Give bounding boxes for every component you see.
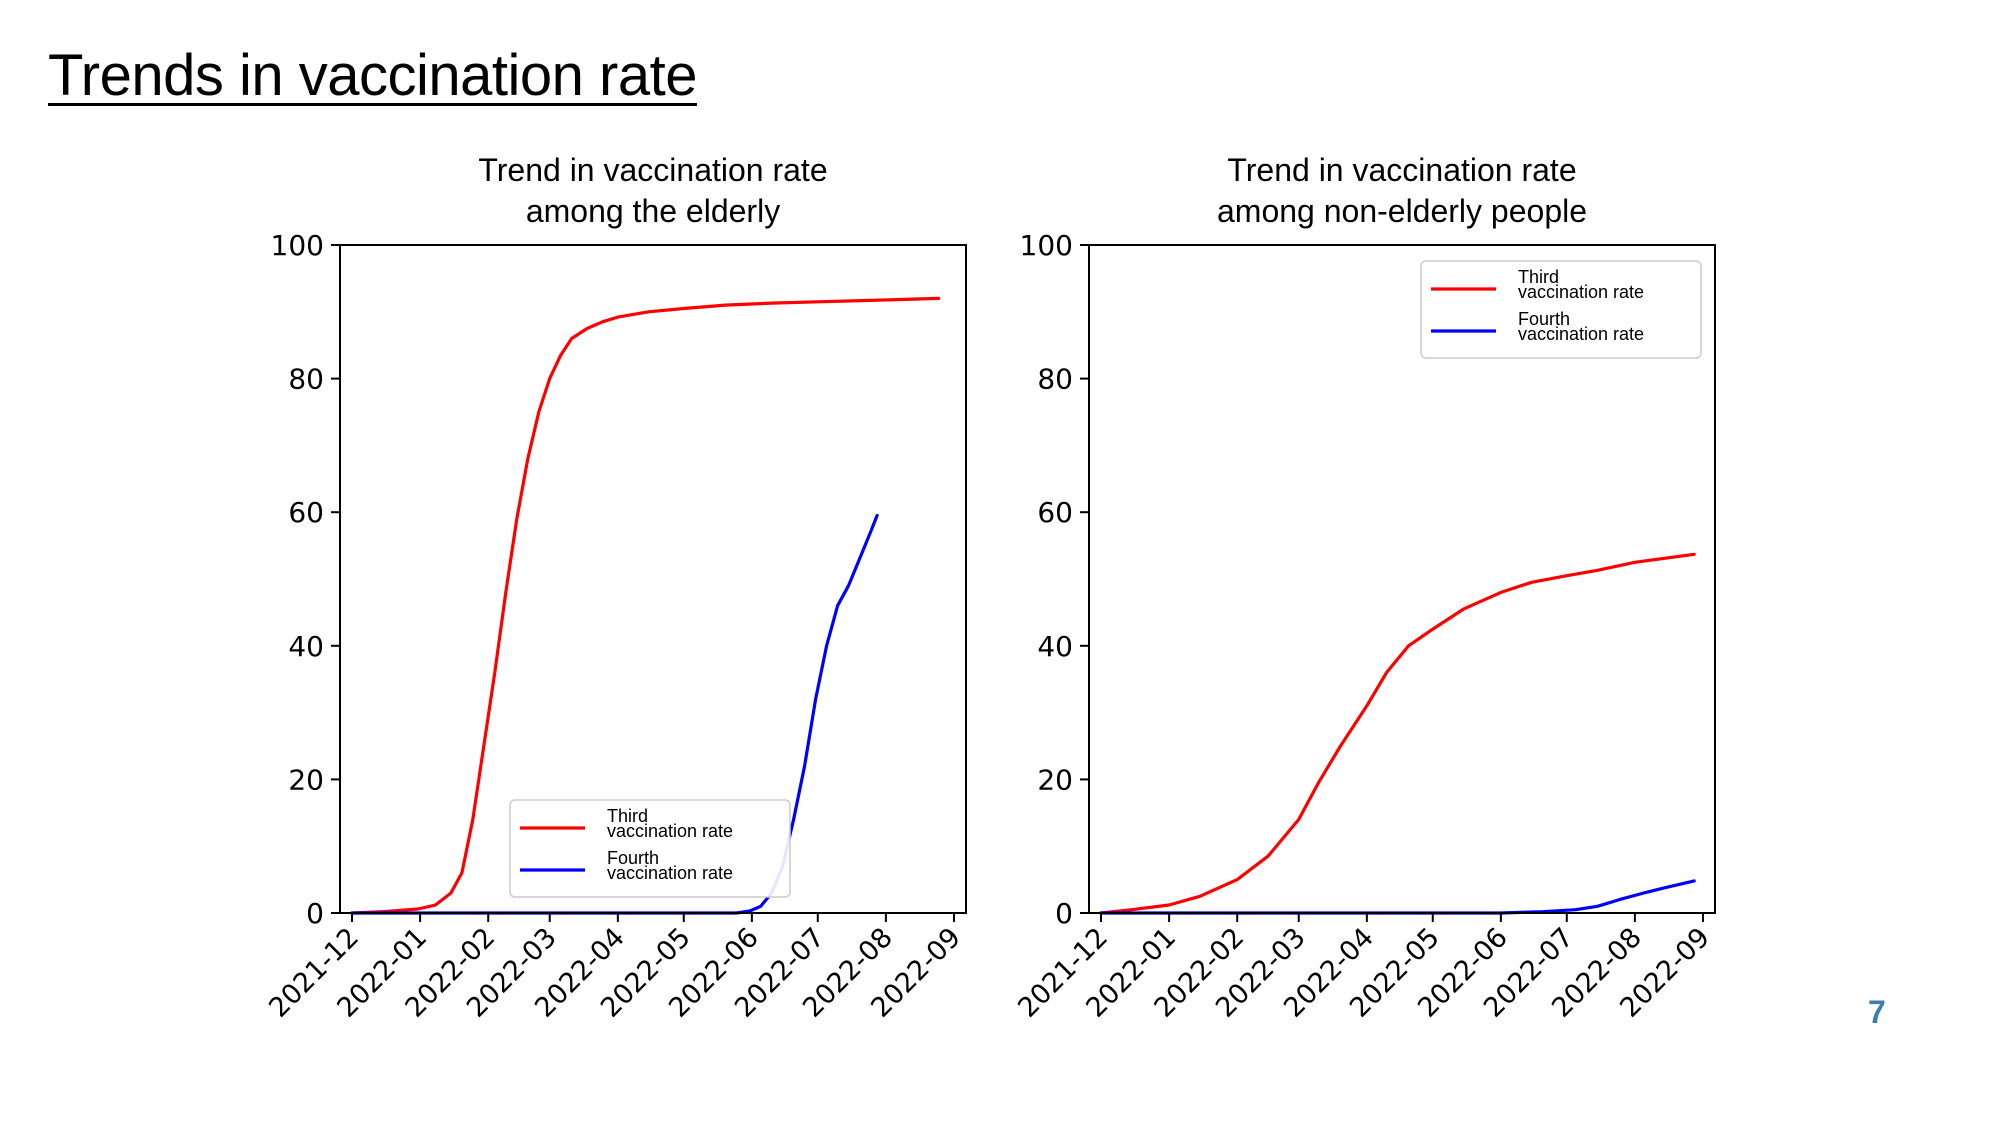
series-line-third [350, 296, 941, 915]
chart-panel-1: Trend in vaccination rate among the elder… [263, 152, 967, 1024]
y-tick-label: 80 [288, 363, 324, 396]
y-tick-label: 40 [288, 630, 324, 663]
legend-label: Third [1518, 267, 1559, 287]
slide-title: Trends in vaccination rate [48, 43, 697, 108]
y-tick-label: 40 [1037, 630, 1073, 663]
y-tick-label: 60 [1037, 496, 1073, 529]
y-tick-label: 60 [288, 496, 324, 529]
series-line-fourth [1099, 879, 1696, 915]
chart-title-line: among non-elderly people [1217, 193, 1587, 229]
legend-label: vaccination rate [607, 821, 733, 841]
y-tick-label: 80 [1037, 363, 1073, 396]
chart-title-line: Trend in vaccination rate [1227, 152, 1576, 188]
series-line-third [1099, 552, 1696, 915]
y-tick-label: 0 [306, 897, 324, 930]
legend-box [1420, 260, 1702, 359]
y-tick-label: 100 [1020, 229, 1073, 262]
legend-label: Fourth [607, 848, 659, 868]
legend-label: vaccination rate [607, 863, 733, 883]
y-tick-label: 100 [271, 229, 324, 262]
y-tick-label: 20 [1037, 763, 1073, 796]
legend-label: vaccination rate [1518, 324, 1644, 344]
y-tick-label: 20 [288, 763, 324, 796]
legend-label: Fourth [1518, 309, 1570, 329]
plot-frame [1088, 244, 1716, 914]
page-number: 7 [1868, 994, 1886, 1030]
chart-title-line: Trend in vaccination rate [478, 152, 827, 188]
legend-label: Third [607, 806, 648, 826]
plot-frame [339, 244, 967, 914]
chart-panel-2: Trend in vaccination rate among non-elder… [1012, 152, 1716, 1024]
series-line-fourth [350, 513, 879, 915]
y-tick-label: 0 [1055, 897, 1073, 930]
legend-box [509, 799, 791, 898]
legend-label: vaccination rate [1518, 282, 1644, 302]
chart-title-line: among the elderly [526, 193, 780, 229]
